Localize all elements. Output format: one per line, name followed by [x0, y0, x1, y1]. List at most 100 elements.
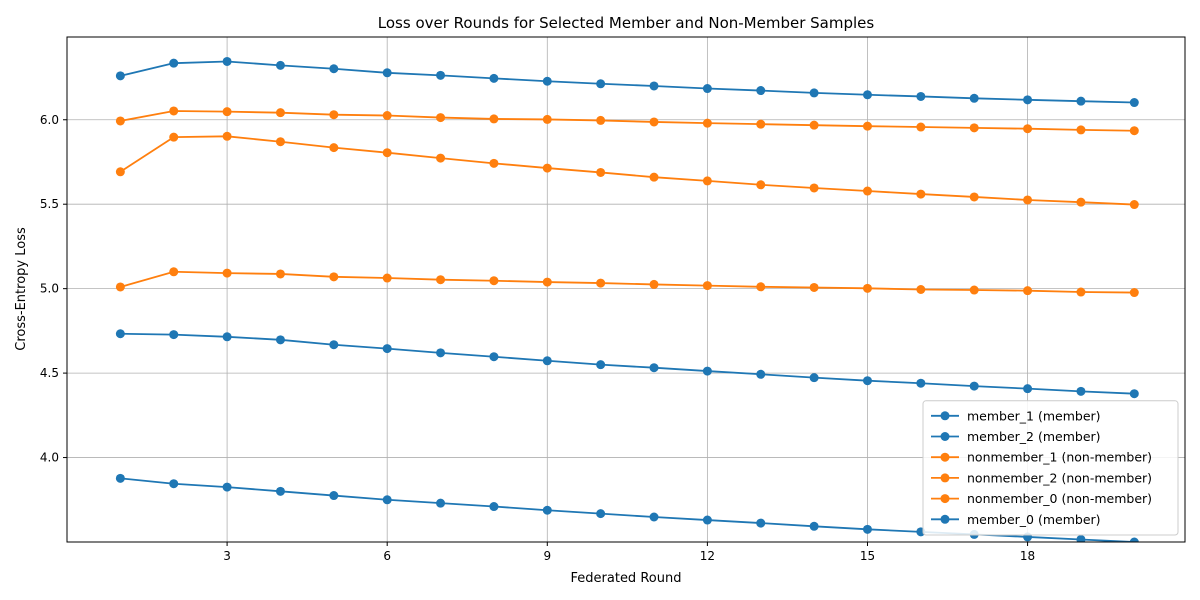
data-point: [382, 344, 392, 354]
data-point: [542, 505, 552, 515]
data-point: [222, 107, 232, 117]
data-point: [702, 118, 712, 128]
data-point: [649, 279, 659, 289]
data-point: [436, 153, 446, 163]
plot-frame: [66, 36, 1186, 543]
data-point: [489, 158, 499, 168]
data-point: [222, 482, 232, 492]
data-point: [916, 285, 926, 294]
legend-item: member_1 (member): [931, 408, 1101, 423]
data-point: [702, 281, 712, 291]
data-point: [862, 186, 872, 196]
x-tick-label: 6: [383, 549, 391, 563]
data-point: [809, 521, 819, 531]
series-member-2: [115, 329, 1139, 399]
data-point: [169, 330, 179, 340]
data-point: [756, 369, 766, 379]
data-point: [222, 332, 232, 342]
data-point: [1129, 126, 1139, 136]
x-tick-label: 12: [700, 549, 715, 563]
data-point: [1076, 96, 1086, 106]
data-point: [702, 366, 712, 376]
legend-item: member_2 (member): [931, 429, 1101, 444]
data-point: [275, 486, 285, 496]
x-tick-label: 18: [1020, 549, 1035, 563]
data-point: [649, 512, 659, 522]
x-tick-label: 15: [860, 549, 875, 563]
legend-item: nonmember_0 (non-member): [931, 491, 1152, 506]
data-point: [275, 60, 285, 70]
data-point: [436, 70, 446, 80]
data-point: [489, 73, 499, 83]
data-point: [809, 373, 819, 383]
data-point: [222, 131, 232, 141]
series-nonmember-2: [115, 131, 1139, 210]
data-point: [649, 81, 659, 91]
data-point: [649, 363, 659, 373]
y-tick-label: 4.5: [40, 366, 59, 380]
data-point: [489, 114, 499, 124]
legend-box: [922, 400, 1179, 536]
data-point: [862, 283, 872, 293]
data-point: [1023, 384, 1033, 394]
data-point: [1023, 95, 1033, 105]
data-point: [169, 267, 179, 277]
data-point: [1023, 124, 1033, 134]
data-point: [1129, 389, 1139, 399]
data-point: [596, 278, 606, 288]
series-line: [120, 332, 1135, 395]
data-point: [969, 192, 979, 202]
data-point: [115, 116, 125, 126]
data-point: [596, 360, 606, 370]
data-point: [329, 340, 339, 350]
data-point: [756, 180, 766, 190]
data-point: [862, 524, 872, 534]
series-nonmember-1: [115, 106, 1139, 136]
data-point: [649, 117, 659, 127]
y-axis-label: Cross-Entropy Loss: [14, 227, 29, 351]
data-point: [862, 121, 872, 131]
data-point: [756, 86, 766, 96]
data-point: [756, 518, 766, 528]
legend-item: nonmember_2 (non-member): [931, 470, 1152, 485]
data-point: [969, 381, 979, 391]
legend-marker: [940, 494, 950, 504]
data-point: [916, 91, 926, 101]
data-point: [382, 495, 392, 505]
data-point: [382, 68, 392, 78]
data-point: [1129, 288, 1139, 298]
data-point: [596, 167, 606, 177]
data-point: [756, 119, 766, 129]
data-point: [222, 268, 232, 278]
y-tick-label: 5.5: [40, 197, 59, 211]
data-point: [969, 123, 979, 133]
data-point: [1129, 200, 1139, 210]
data-point: [756, 282, 766, 292]
data-point: [916, 378, 926, 388]
data-point: [1076, 125, 1086, 135]
series-line: [120, 270, 1135, 294]
series-line: [120, 60, 1135, 104]
data-point: [862, 90, 872, 100]
legend-marker: [940, 432, 950, 441]
legend-label: nonmember_0 (non-member): [967, 491, 1152, 506]
x-axis-label: Federated Round: [571, 571, 682, 586]
data-point: [169, 132, 179, 142]
data-point: [329, 110, 339, 120]
legend-label: member_1 (member): [967, 408, 1101, 423]
data-point: [1129, 537, 1139, 542]
y-tick-label: 4.0: [40, 451, 59, 465]
data-point: [382, 111, 392, 121]
data-point: [275, 137, 285, 147]
data-point: [115, 167, 125, 177]
data-point: [436, 498, 446, 508]
legend-item: nonmember_1 (non-member): [931, 450, 1152, 465]
data-point: [542, 114, 552, 124]
data-point: [275, 108, 285, 118]
data-point: [809, 282, 819, 292]
data-point: [1076, 534, 1086, 542]
data-point: [489, 352, 499, 362]
x-tick-label: 9: [543, 549, 551, 563]
data-point: [115, 282, 125, 292]
